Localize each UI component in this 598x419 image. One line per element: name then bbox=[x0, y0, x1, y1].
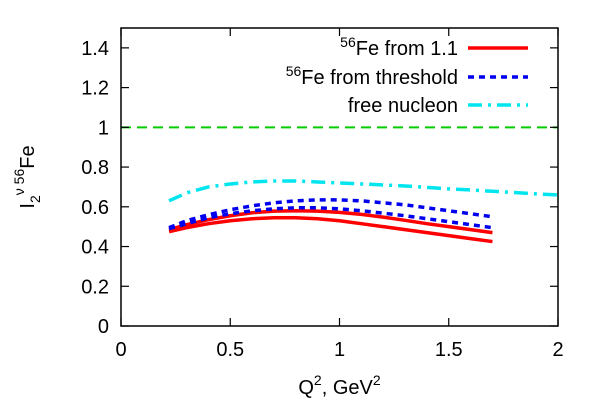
x-tick-label: 1.5 bbox=[435, 339, 463, 361]
y-tick-label: 0 bbox=[98, 316, 109, 338]
y-tick-label: 1 bbox=[98, 117, 109, 139]
y-tick-label: 1.4 bbox=[81, 38, 109, 60]
legend-label-1: 56Fe from threshold bbox=[286, 63, 458, 89]
legend-label-2: free nucleon bbox=[348, 95, 458, 117]
y-tick-label: 0.4 bbox=[81, 237, 109, 259]
series-0-line-1 bbox=[168, 209, 493, 235]
y-axis-label: I2ν 56Fe bbox=[11, 145, 43, 208]
y-tick-label: 1.2 bbox=[81, 78, 109, 100]
y-tick-label: 0.2 bbox=[81, 276, 109, 298]
legend: 56Fe from 1.1 56Fe from threshold free nuc… bbox=[286, 34, 528, 117]
x-tick-label: 0.5 bbox=[216, 339, 244, 361]
x-tick-label: 0 bbox=[115, 339, 126, 361]
plot-clipped-area bbox=[121, 126, 558, 244]
legend-label-0: 56Fe from 1.1 bbox=[340, 34, 458, 60]
axes-layer: 0 0.5 1 1.5 2 0 0.2 0.4 0.6 0.8 1 1.2 1.4 Q2, GeV2 I2ν… bbox=[11, 27, 564, 399]
plot-layer bbox=[121, 126, 558, 244]
series-2-line-0 bbox=[168, 179, 558, 203]
x-axis-label: Q2, GeV2 bbox=[298, 372, 381, 399]
y-tick-label: 0.8 bbox=[81, 157, 109, 179]
y-tick-label: 0.6 bbox=[81, 197, 109, 219]
x-tick-label: 1 bbox=[334, 339, 345, 361]
series-0-line-0 bbox=[168, 215, 493, 244]
x-tick-label: 2 bbox=[552, 339, 563, 361]
